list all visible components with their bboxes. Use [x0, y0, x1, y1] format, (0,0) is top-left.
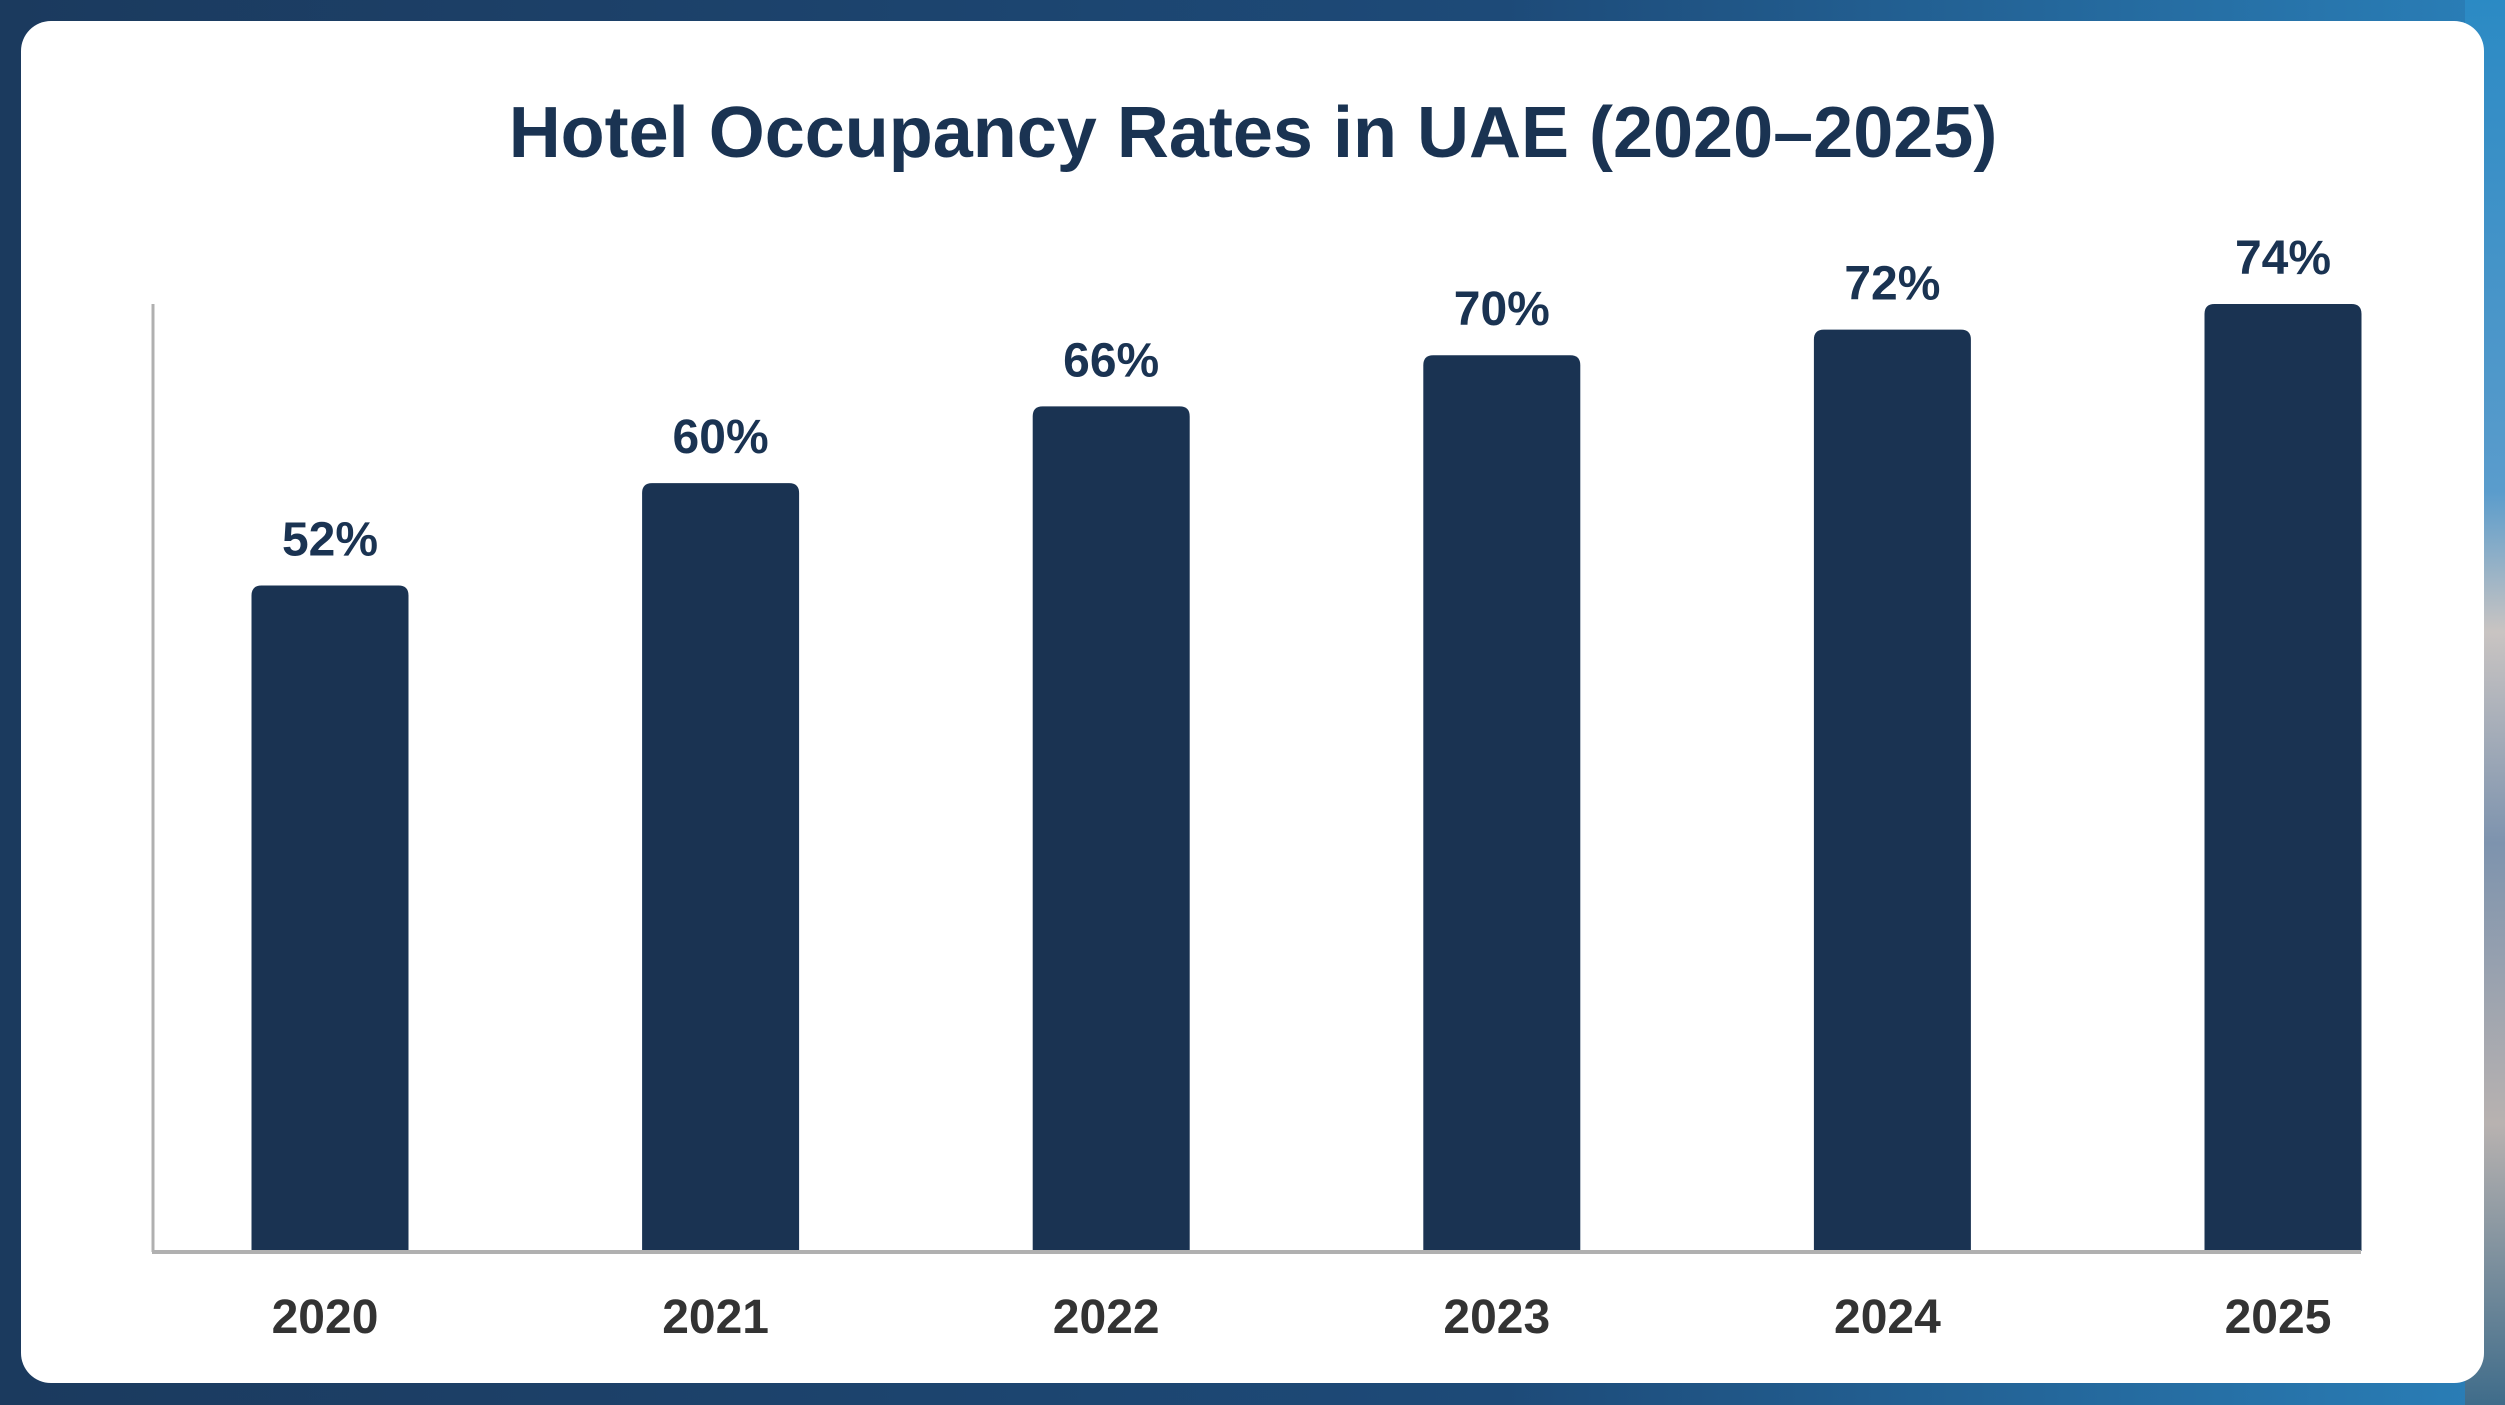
- bar-2022: [1032, 406, 1190, 1251]
- x-tick-label-2020: 2020: [272, 1291, 379, 1344]
- bar-2025: [2204, 304, 2362, 1251]
- x-tick-label-2021: 2021: [662, 1291, 769, 1344]
- x-tick-label-2023: 2023: [1443, 1291, 1550, 1344]
- bar-2020: [251, 585, 409, 1251]
- chart-title: Hotel Occupancy Rates in UAE (2020–2025): [509, 93, 1998, 173]
- data-label-2022: 66%: [1063, 334, 1159, 387]
- bar-2021: [642, 483, 800, 1251]
- x-tick-label-2025: 2025: [2225, 1291, 2332, 1344]
- bar-2023: [1423, 355, 1581, 1251]
- data-label-2020: 52%: [282, 514, 378, 567]
- data-label-2021: 60%: [673, 411, 769, 464]
- x-tick-label-2024: 2024: [1834, 1291, 1941, 1344]
- bar-2024: [1813, 329, 1971, 1251]
- data-label-2025: 74%: [2235, 232, 2331, 285]
- data-label-2023: 70%: [1454, 283, 1550, 336]
- data-label-2024: 72%: [1844, 258, 1940, 311]
- chart-card: [21, 21, 2484, 1383]
- x-tick-label-2022: 2022: [1053, 1291, 1160, 1344]
